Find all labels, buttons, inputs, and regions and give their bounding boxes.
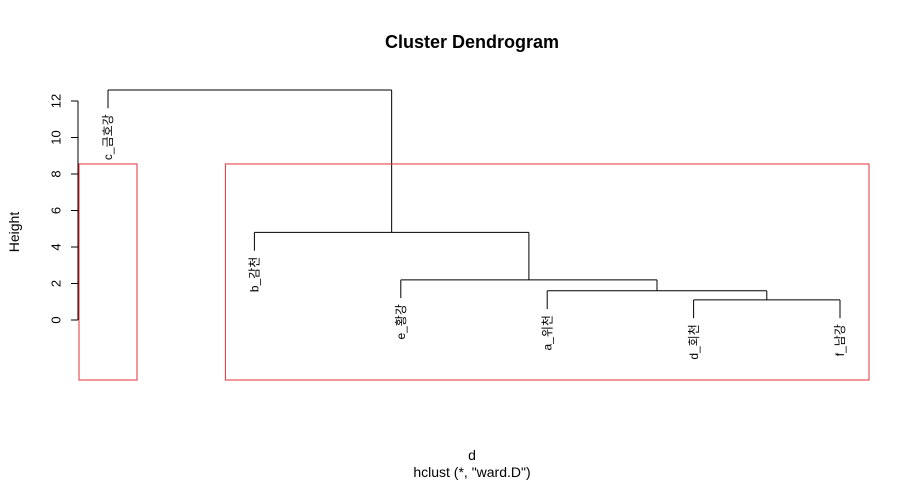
y-tick-label: 12 bbox=[49, 94, 64, 108]
chart-title: Cluster Dendrogram bbox=[385, 32, 559, 52]
cluster-rectangle bbox=[78, 163, 138, 381]
dendrogram-tree bbox=[107, 89, 841, 319]
y-tick-label: 6 bbox=[49, 207, 64, 214]
leaf-label: b_감천 bbox=[247, 257, 262, 292]
y-tick-label: 4 bbox=[49, 243, 64, 250]
y-axis: 0 2 4 6 8 10 12 bbox=[49, 94, 79, 324]
y-tick-label: 0 bbox=[49, 316, 64, 323]
x-axis-label: d bbox=[468, 447, 476, 463]
y-tick-label: 2 bbox=[49, 280, 64, 287]
leaf-labels: c_금호강 b_감천 e_황강 a_위천 d_회천 f_남강 bbox=[101, 114, 847, 359]
x-axis-sublabel: hclust (*, "ward.D") bbox=[413, 464, 530, 480]
y-axis-label: Height bbox=[6, 212, 22, 253]
cluster-rectangles bbox=[78, 163, 870, 381]
y-tick-label: 8 bbox=[49, 170, 64, 177]
cluster-rectangle bbox=[224, 163, 870, 381]
leaf-label: f_남강 bbox=[833, 324, 847, 356]
leaf-label: d_회천 bbox=[686, 324, 701, 359]
y-tick-label: 10 bbox=[49, 130, 64, 144]
leaf-label: c_금호강 bbox=[101, 114, 115, 160]
leaf-label: a_위천 bbox=[539, 315, 554, 350]
leaf-label: e_황강 bbox=[394, 304, 408, 339]
